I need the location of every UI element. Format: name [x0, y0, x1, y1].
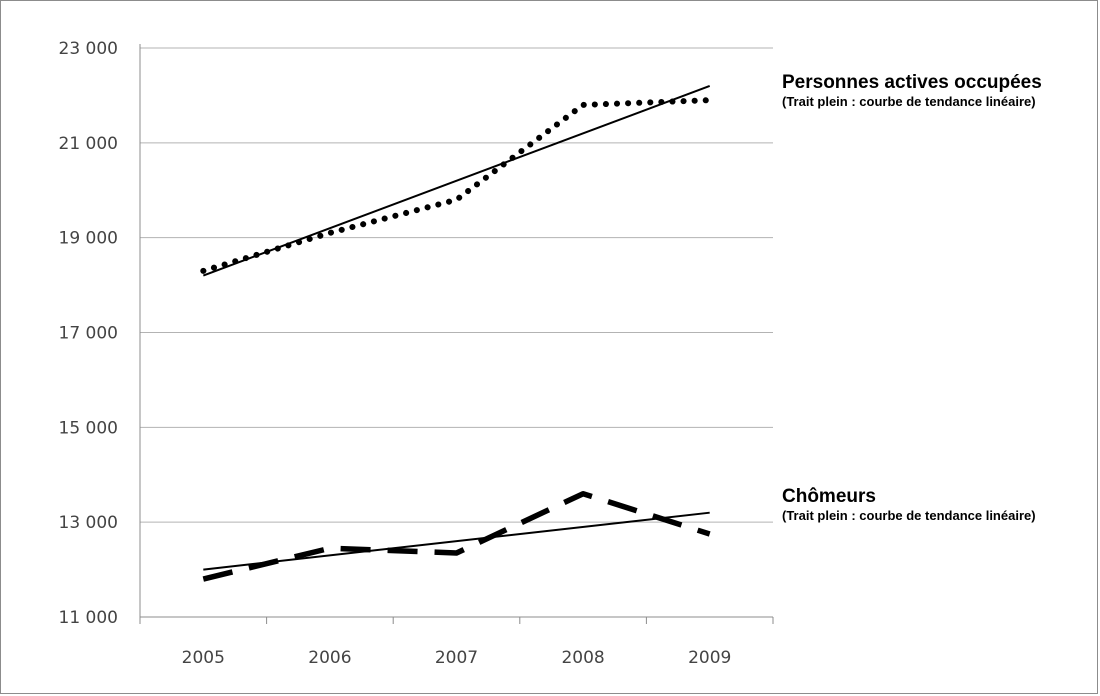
annotation-chomeurs: Chômeurs (Trait plein : courbe de tendan… — [782, 486, 1082, 524]
series-line-chomeurs — [202, 490, 711, 582]
axes — [139, 44, 774, 624]
y-tick-label: 11 000 — [59, 608, 118, 628]
annotation-personnes-actives: Personnes actives occupées (Trait plein … — [782, 72, 1082, 110]
x-tick-label: 2009 — [688, 648, 731, 668]
series-note-chomeurs: (Trait plein : courbe de tendance linéai… — [782, 508, 1036, 523]
y-tick-label: 15 000 — [59, 418, 118, 438]
trend-line-personnes-actives — [202, 84, 711, 277]
x-tick-label: 2005 — [182, 648, 225, 668]
grid-lines — [140, 47, 773, 618]
y-tick-label: 21 000 — [59, 134, 118, 154]
y-tick-label: 17 000 — [59, 324, 118, 344]
series-label-personnes-actives: Personnes actives occupées — [782, 72, 1042, 93]
x-tick-label: 2007 — [435, 648, 478, 668]
x-tick-label: 2008 — [561, 648, 604, 668]
series-label-chomeurs: Chômeurs — [782, 486, 876, 507]
series-line-personnes-actives — [200, 97, 713, 274]
x-tick-label: 2006 — [308, 648, 351, 668]
y-tick-label: 13 000 — [59, 513, 118, 533]
x-axis-tick-labels: 2005 2006 2007 2008 2009 — [182, 648, 732, 668]
series-note-personnes-actives: (Trait plein : courbe de tendance linéai… — [782, 94, 1036, 109]
y-tick-label: 23 000 — [59, 39, 118, 59]
y-tick-label: 19 000 — [59, 229, 118, 249]
series-lines — [200, 84, 713, 582]
y-axis-tick-labels: 11 000 13 000 15 000 17 000 19 000 21 000 23 0… — [59, 39, 118, 628]
trend-line-chomeurs — [203, 511, 710, 571]
